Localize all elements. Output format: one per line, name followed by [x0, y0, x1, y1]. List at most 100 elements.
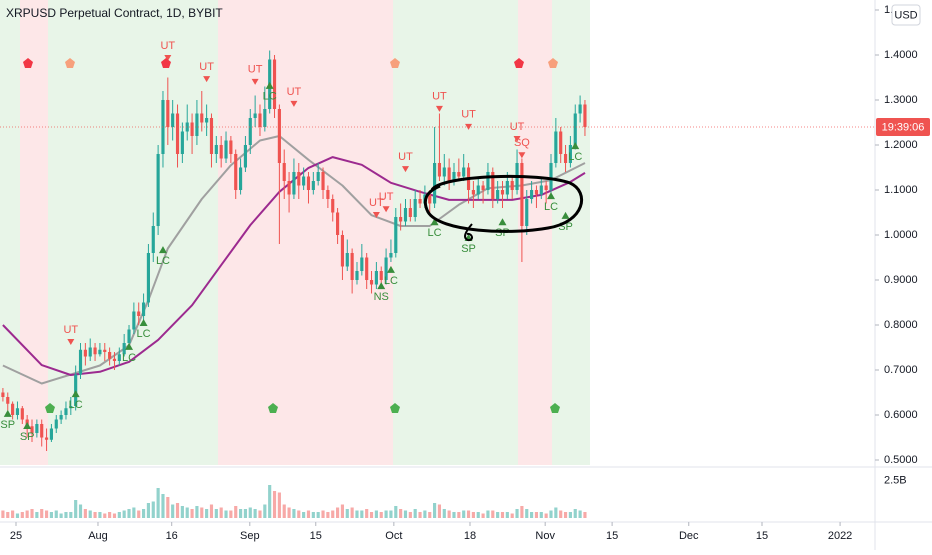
signal-label: LC: [69, 399, 83, 411]
y-tick-label: 1.4000: [884, 49, 918, 61]
candle-body: [399, 216, 403, 222]
candle-body: [437, 162, 442, 177]
signal-icons: [23, 58, 560, 413]
last-price-box: [876, 117, 930, 136]
volume-bar: [350, 507, 354, 518]
volume-bar: [214, 509, 218, 518]
currency-label[interactable]: USD: [894, 9, 917, 21]
volume-bar: [74, 500, 78, 518]
candle-body: [374, 270, 378, 285]
candle-body: [384, 257, 388, 280]
candle-body: [355, 270, 359, 280]
volume-bar: [185, 507, 189, 518]
trend-region: [552, 0, 590, 465]
candle-body: [534, 189, 539, 195]
x-tick-label: Dec: [679, 530, 699, 542]
x-tick-label: 25: [10, 530, 22, 542]
volume-bar: [263, 504, 267, 518]
candle-body: [481, 185, 485, 190]
volume-bar: [549, 510, 553, 518]
candle-body: [306, 176, 311, 190]
x-tick-label: Sep: [240, 530, 260, 542]
volume-bar: [282, 504, 286, 518]
signal-label: UT: [287, 86, 302, 98]
trend-region: [20, 0, 48, 465]
candle-body: [49, 428, 53, 440]
volume-bar: [394, 506, 398, 518]
volume-bar: [25, 510, 29, 518]
candle-body: [389, 252, 393, 258]
hand-drawn-ellipse: [423, 174, 584, 233]
signal-arrow: [125, 342, 134, 350]
x-tick-label: 15: [756, 530, 768, 542]
volume-bar: [554, 507, 558, 518]
candle-body: [350, 252, 354, 280]
volume-bar: [190, 509, 194, 518]
signal-label: LC: [568, 151, 582, 163]
y-tick-label: 0.8000: [884, 319, 918, 331]
signal-label: LC: [384, 275, 398, 287]
volume-bar: [510, 513, 514, 518]
signal-label: LC: [263, 91, 277, 103]
candle-body: [500, 189, 505, 195]
signal-arrow: [139, 319, 148, 327]
candle-body: [559, 131, 563, 154]
signal-arrow: [265, 81, 274, 89]
candle-body: [6, 397, 10, 404]
signal-arrow: [372, 212, 380, 219]
candle-body: [505, 180, 509, 195]
volume-bar: [423, 510, 427, 518]
moving-average: [2, 156, 586, 376]
volume-bar: [112, 513, 117, 518]
candle-body: [360, 257, 364, 271]
volume-bar: [35, 512, 39, 518]
signal-label: UT: [199, 61, 214, 73]
candle-body: [185, 122, 189, 132]
volume-bar: [146, 503, 150, 518]
signal-label: UT: [510, 121, 525, 133]
volume-bar: [302, 512, 306, 518]
candle-body: [287, 180, 291, 195]
volume-bar: [272, 491, 277, 518]
signal-icon: [390, 58, 400, 68]
candle-body: [282, 162, 286, 181]
volume-bar: [345, 509, 349, 518]
volume-bar: [568, 512, 572, 518]
volume-bar: [49, 512, 53, 518]
volume-tick-label: 2.5B: [884, 474, 907, 486]
signal-label: UT: [369, 197, 384, 209]
y-tick-label: 0.6000: [884, 409, 918, 421]
candle-body: [132, 311, 136, 330]
candle-body: [209, 117, 214, 154]
signal-arrow: [518, 152, 526, 159]
volume-bar: [500, 512, 505, 518]
volume-bar: [20, 512, 24, 518]
volume-bar: [69, 512, 73, 518]
volume-bar: [1, 510, 5, 518]
candle-body: [166, 99, 170, 127]
candle-body: [127, 329, 131, 344]
currency-button[interactable]: [891, 4, 921, 26]
signal-arrow: [498, 218, 507, 226]
volume-bar: [132, 507, 136, 518]
signal-icon: [550, 403, 560, 413]
candle-body: [539, 185, 543, 195]
countdown-label: 19:39:06: [882, 121, 925, 133]
y-tick-label: 0.9000: [884, 274, 918, 286]
candle-body: [433, 162, 437, 204]
volume-bar: [6, 512, 10, 518]
volume-bar: [413, 509, 417, 518]
candle-body: [496, 189, 500, 199]
volume-bar: [578, 510, 582, 518]
candle-body: [175, 113, 180, 154]
candle-body: [69, 406, 73, 409]
candle-body: [98, 349, 102, 355]
candle-body: [117, 354, 121, 362]
y-tick-label: 1.0000: [884, 229, 918, 241]
candle-body: [292, 171, 296, 195]
candle-body: [214, 144, 218, 154]
volume-bar: [205, 509, 209, 518]
volume-bar: [360, 510, 364, 518]
candle-body: [583, 104, 587, 127]
